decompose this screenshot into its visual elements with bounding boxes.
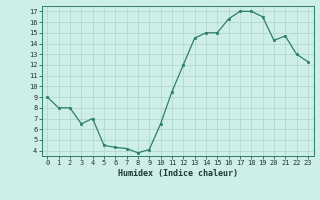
X-axis label: Humidex (Indice chaleur): Humidex (Indice chaleur) <box>118 169 237 178</box>
